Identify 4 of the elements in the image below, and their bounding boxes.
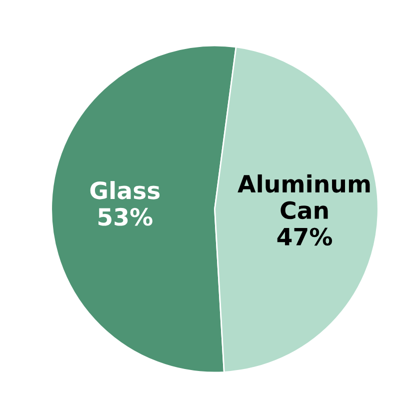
data-label: 53% [98, 208, 152, 226]
slice-label: Glass [90, 181, 160, 200]
slice-label: Aluminum Can [238, 174, 370, 220]
data-label: 47% [277, 228, 332, 246]
